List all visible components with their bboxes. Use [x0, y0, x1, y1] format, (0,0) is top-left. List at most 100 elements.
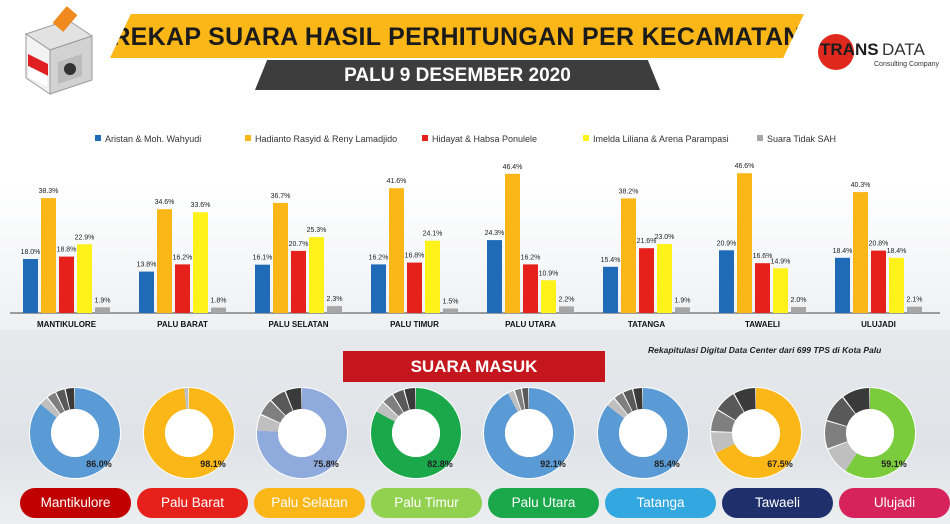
- donut-slice-other: [711, 388, 801, 478]
- donut-chart: 98.1%: [139, 383, 239, 483]
- legend-item: Hadianto Rasyid & Reny Lamadjido: [245, 134, 397, 144]
- category-label: PALU BARAT: [157, 320, 208, 329]
- bar: [95, 307, 110, 313]
- page-date: PALU 9 DESEMBER 2020: [344, 65, 571, 86]
- bar: [291, 250, 306, 313]
- donut-value-label: 59.1%: [881, 459, 907, 469]
- bar-data-label: 23.0%: [655, 234, 675, 241]
- legend-swatch: [245, 135, 251, 141]
- legend-swatch: [757, 135, 763, 141]
- bar-data-label: 18.4%: [887, 248, 907, 255]
- donut-slice-main: [484, 388, 574, 478]
- donut-slice-main: [30, 388, 120, 478]
- bar-data-label: 16.2%: [173, 254, 193, 261]
- bar-data-label: 18.8%: [57, 247, 77, 254]
- legend-label: Suara Tidak SAH: [767, 134, 837, 144]
- legend-label: Hidayat & Habsa Ponulele: [432, 134, 538, 144]
- bar: [889, 257, 904, 313]
- bar: [175, 264, 190, 313]
- bar-data-label: 21.6%: [637, 238, 657, 245]
- donut-svg: 85.4%: [596, 387, 689, 479]
- bar-data-label: 38.2%: [619, 188, 639, 195]
- district-pill: Palu Selatan: [254, 488, 365, 518]
- bar-data-label: 2.1%: [907, 297, 923, 304]
- date-banner: PALU 9 DESEMBER 2020: [255, 60, 660, 90]
- bar: [59, 256, 74, 313]
- district-pill: Ulujadi: [839, 488, 950, 518]
- bar: [389, 188, 404, 313]
- bar: [443, 308, 458, 313]
- bar-data-label: 25.3%: [307, 227, 327, 234]
- logo-sub: Consulting Company: [874, 61, 939, 68]
- donut-svg: 59.1%: [823, 387, 916, 479]
- bar: [23, 259, 38, 313]
- bar: [487, 240, 502, 313]
- logo-circle: [818, 34, 854, 70]
- category-label: TAWAELI: [745, 320, 780, 329]
- donut-svg: 82.8%: [369, 387, 462, 479]
- legend-label: Aristan & Moh. Wahyudi: [105, 134, 202, 144]
- donut-value-label: 75.8%: [313, 459, 339, 469]
- donut-hole: [278, 409, 326, 457]
- bar: [541, 280, 556, 313]
- legend-item: Aristan & Moh. Wahyudi: [95, 134, 201, 144]
- bar-data-label: 40.3%: [851, 182, 871, 189]
- bar-data-label: 1.9%: [95, 297, 111, 304]
- bar: [907, 306, 922, 313]
- donut-slice-main: [597, 388, 688, 478]
- bar: [371, 264, 386, 313]
- donut-hole: [845, 409, 894, 457]
- donut-chart: 86.0%: [25, 383, 125, 483]
- donut-slice-main: [824, 388, 915, 478]
- bar: [193, 212, 208, 313]
- donut-chart: 59.1%: [820, 383, 920, 483]
- bar: [559, 306, 574, 313]
- donut-hole: [164, 409, 213, 457]
- bar-data-label: 2.3%: [327, 296, 343, 303]
- bar-chart: 18.0% 38.3% 18.8% 22.9% 1.9% MANTIKULORE 13.8%…: [10, 163, 940, 329]
- suara-masuk-title: SUARA MASUK: [410, 357, 538, 376]
- donut-value-label: 67.5%: [767, 459, 793, 469]
- donut-value-label: 86.0%: [86, 459, 112, 469]
- category-label: PALU TIMUR: [390, 320, 439, 329]
- bar-data-label: 1.8%: [211, 298, 227, 305]
- bar-data-label: 2.0%: [791, 297, 807, 304]
- bar-data-label: 18.4%: [833, 248, 853, 255]
- legend-label: Imelda Liliana & Arena Parampasi: [593, 134, 729, 144]
- legend-swatch: [422, 135, 428, 141]
- bar: [523, 264, 538, 313]
- bar: [505, 173, 520, 313]
- bar-data-label: 36.7%: [271, 193, 291, 200]
- bar: [675, 307, 690, 313]
- donut-chart: 75.8%: [252, 383, 352, 483]
- bar-data-label: 20.7%: [289, 241, 309, 248]
- donut-svg: 75.8%: [256, 387, 348, 479]
- bar-data-label: 1.9%: [675, 297, 691, 304]
- category-label: PALU SELATAN: [269, 320, 329, 329]
- bar-data-label: 20.8%: [869, 241, 889, 248]
- bar: [77, 244, 92, 313]
- donut-value-label: 98.1%: [200, 459, 226, 469]
- bar: [425, 240, 440, 313]
- trans-data-logo: TRANS DATA Consulting Company: [818, 34, 948, 74]
- district-pill: Palu Barat: [137, 488, 248, 518]
- donut-slice-other: [824, 388, 915, 478]
- bar-data-label: 46.6%: [735, 163, 755, 170]
- bar: [407, 262, 422, 313]
- title-banner: REKAP SUARA HASIL PERHITUNGAN PER KECAMA…: [110, 14, 804, 58]
- donut-chart: 82.8%: [366, 383, 466, 483]
- bar: [157, 209, 172, 313]
- bar: [853, 192, 868, 313]
- legend-swatch: [95, 135, 101, 141]
- district-pill: Tatanga: [605, 488, 716, 518]
- legend-swatch: [583, 135, 589, 141]
- suara-masuk-banner: SUARA MASUK: [343, 351, 605, 382]
- donut-svg: 98.1%: [142, 387, 235, 479]
- donut-slice-main: [257, 388, 347, 478]
- bar: [327, 306, 342, 313]
- district-pill: Palu Utara: [488, 488, 599, 518]
- bar-data-label: 38.3%: [39, 188, 59, 195]
- bar: [639, 248, 654, 313]
- bar-data-label: 34.6%: [155, 199, 175, 206]
- bar: [657, 244, 672, 313]
